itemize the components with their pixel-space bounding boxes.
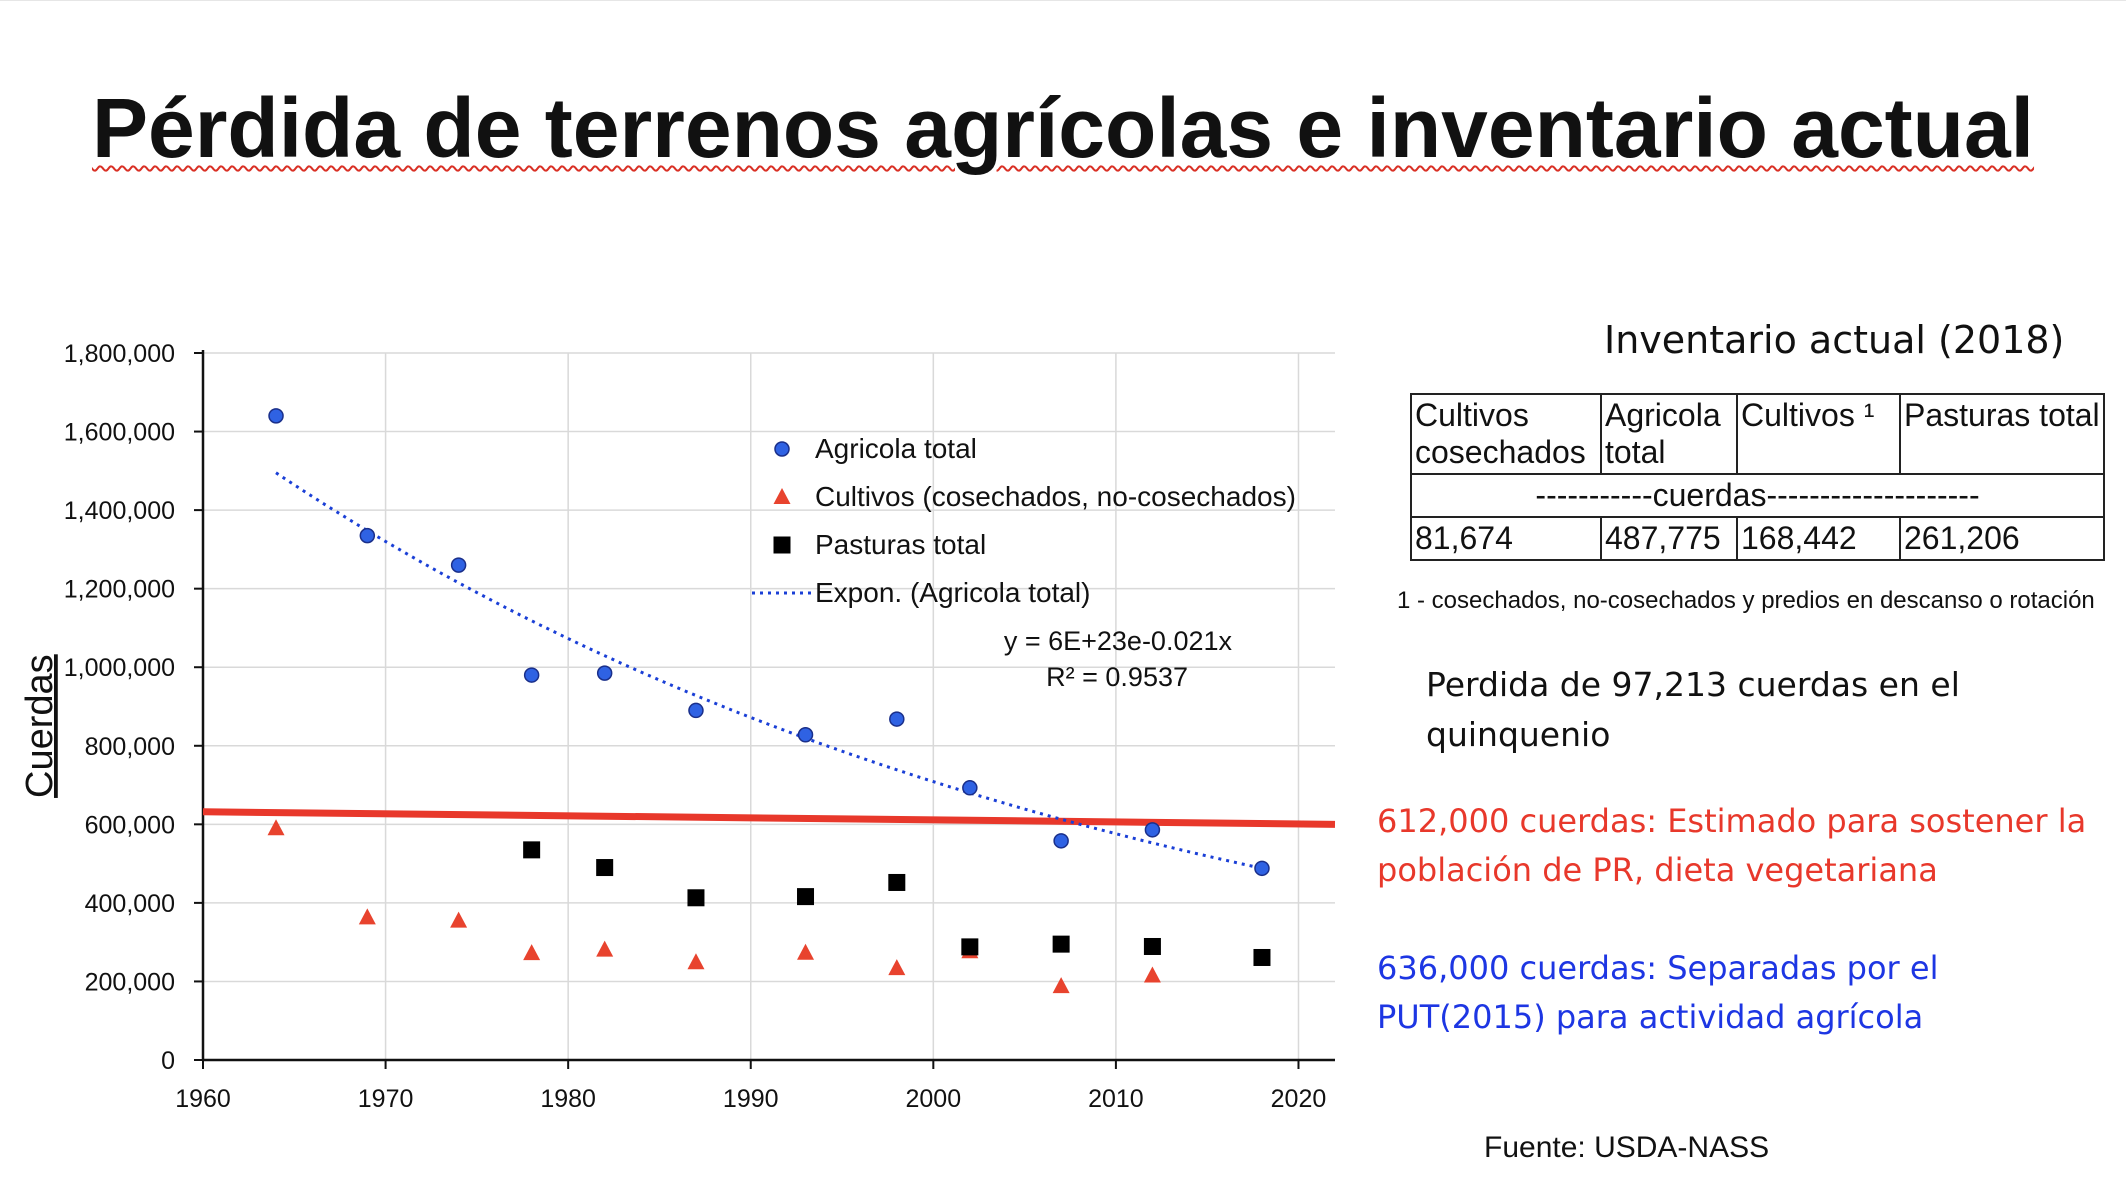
point-cultivos (450, 911, 468, 928)
y-tick-label: 400,000 (85, 890, 175, 918)
y-tick-label: 800,000 (85, 733, 175, 761)
point-cultivos (358, 908, 376, 925)
slide-title: Pérdida de terrenos agrícolas e inventar… (91, 81, 2035, 175)
table-header-row: Cultivos cosechados Agricola total Culti… (1410, 393, 2105, 475)
legend-marker (774, 441, 790, 457)
y-tick-label: 1,600,000 (64, 419, 175, 447)
table-row: 81,674 487,775 168,442 261,206 (1410, 516, 2105, 561)
trendline-r2: R² = 0.9537 (1046, 662, 1188, 692)
point-cultivos (596, 940, 614, 957)
point-pasturas-total (888, 873, 906, 891)
x-tick-label: 1970 (358, 1085, 414, 1113)
y-tick-label: 1,000,000 (64, 654, 175, 682)
point-agricola-total (359, 527, 376, 544)
point-pasturas-total (523, 841, 541, 859)
legend-label: Agricola total (815, 433, 977, 464)
y-axis-title: Cuerdas (19, 654, 61, 798)
point-cultivos (888, 959, 906, 976)
table-footnote: 1 - cosechados, no-cosechados y predios … (1397, 587, 2095, 614)
y-tick-label: 1,800,000 (64, 340, 175, 368)
point-agricola-total (450, 557, 467, 573)
point-agricola-total (523, 667, 540, 683)
header-agricola-total: Agricola total (1600, 393, 1738, 475)
estimate-text: 612,000 cuerdas: Estimado para sostener … (1377, 802, 2087, 889)
value-cultivos-cosechados: 81,674 (1410, 516, 1602, 561)
source-text: Fuente: USDA-NASS (1484, 1131, 1770, 1164)
inventory-heading: Inventario actual (2018) (1604, 318, 2065, 362)
point-cultivos (797, 943, 815, 960)
y-tick-label: 1,200,000 (64, 576, 175, 604)
x-tick-label: 1980 (540, 1085, 596, 1113)
point-cultivos (687, 953, 705, 970)
point-cultivos (267, 819, 285, 836)
point-agricola-total (962, 780, 978, 796)
point-cultivos (1143, 966, 1161, 983)
value-cultivos: 168,442 (1736, 516, 1901, 561)
x-tick-label: 1990 (723, 1085, 779, 1113)
point-agricola-total (596, 665, 613, 681)
x-tick-label: 2010 (1088, 1085, 1144, 1113)
x-tick-label: 1960 (175, 1085, 231, 1113)
point-cultivos (1052, 977, 1070, 994)
y-tick-label: 1,400,000 (64, 497, 175, 525)
y-tick-label: 600,000 (85, 811, 175, 839)
point-cultivos (523, 944, 541, 961)
point-agricola-total (1053, 833, 1069, 849)
value-pasturas-total: 261,206 (1899, 516, 2105, 561)
value-agricola-total: 487,775 (1600, 516, 1738, 561)
legend-marker (773, 536, 791, 554)
legend-label: Pasturas total (815, 529, 986, 560)
trendline (275, 471, 1263, 870)
point-agricola-total (797, 727, 814, 743)
point-agricola-total (268, 408, 284, 424)
inventory-table: Cultivos cosechados Agricola total Culti… (1410, 393, 2105, 561)
chart: 1960 1970 1980 1990 2000 2010 2020 0 200,000 400,… (19, 340, 1336, 1113)
x-tick-label: 2000 (906, 1085, 962, 1113)
loss-text: Perdida de 97,213 cuerdas en el quinquen… (1426, 665, 1960, 754)
point-pasturas-total (687, 889, 705, 907)
units-row: -----------cuerdas-------------------- (1410, 473, 2105, 518)
top-border (0, 0, 2126, 1)
point-agricola-total (688, 702, 704, 719)
reference-line (202, 808, 1336, 828)
header-cultivos-cosechados: Cultivos cosechados (1410, 393, 1602, 475)
legend-marker (773, 488, 791, 504)
legend-label: Expon. (Agricola total) (815, 577, 1090, 608)
x-tick-label: 2020 (1271, 1085, 1327, 1113)
point-pasturas-total (1143, 937, 1161, 955)
point-pasturas-total (596, 859, 614, 877)
point-pasturas-total (1253, 948, 1271, 966)
y-tick-label: 0 (161, 1047, 175, 1075)
point-agricola-total (889, 711, 905, 727)
y-tick-label: 200,000 (85, 968, 175, 996)
units-cell: -----------cuerdas-------------------- (1410, 473, 2105, 518)
point-pasturas-total (797, 888, 815, 906)
header-pasturas-total: Pasturas total (1899, 393, 2105, 475)
legend-label: Cultivos (cosechados, no-cosechados) (815, 481, 1296, 512)
point-pasturas-total (961, 938, 979, 956)
trendline-equation: y = 6E+23e-0.021x (1004, 626, 1233, 656)
separated-text: 636,000 cuerdas: Separadas por el PUT(20… (1377, 949, 1939, 1036)
header-cultivos: Cultivos ¹ (1736, 393, 1901, 475)
point-pasturas-total (1052, 935, 1070, 953)
point-agricola-total (1254, 860, 1270, 877)
point-agricola-total (1144, 822, 1161, 838)
